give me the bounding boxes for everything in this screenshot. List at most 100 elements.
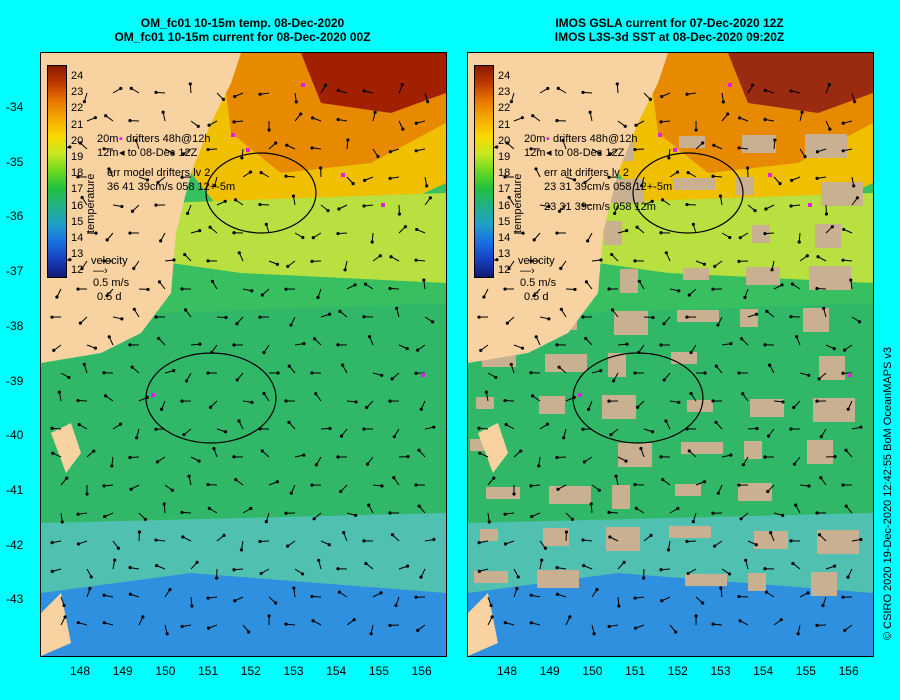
current-vector-head: [739, 337, 744, 341]
current-vector-head: [687, 293, 691, 297]
current-vector-head: [503, 542, 508, 546]
eddy-central: [145, 352, 277, 444]
current-vector-head: [607, 399, 611, 403]
current-vector-head: [685, 539, 689, 544]
current-vector-head: [789, 315, 793, 319]
current-vector-head: [128, 119, 132, 123]
x-tick-label: 148: [497, 664, 518, 678]
current-vector-head: [686, 571, 690, 576]
left-map-panel[interactable]: 24 23 22 21 20 19 18 17 16 15 14 13 12 temperature 2…: [40, 52, 447, 657]
current-vector-head: [60, 520, 64, 524]
colorbar-tick-label: 14: [71, 232, 84, 244]
current-vector-head: [806, 591, 810, 595]
current-vector-head: [162, 502, 166, 506]
current-vector-head: [51, 451, 55, 455]
current-vector-head: [714, 420, 718, 424]
current-vector-head: [388, 511, 392, 515]
current-vector-head: [633, 147, 637, 152]
cloud-mask-patch: [673, 178, 715, 190]
current-vector-head: [232, 455, 236, 459]
current-vector-head: [529, 621, 533, 625]
current-vector-head: [687, 449, 691, 453]
current-vector-head: [614, 474, 618, 478]
current-vector-head: [275, 262, 279, 266]
current-vector-head: [373, 110, 377, 114]
current-vector-head: [128, 343, 132, 347]
current-vector-head: [846, 407, 850, 411]
current-vector-head: [50, 426, 54, 430]
current-vector-head: [482, 295, 486, 299]
current-vector-head: [102, 621, 106, 625]
current-vector-head: [843, 628, 847, 632]
current-vector-head: [753, 209, 757, 213]
cloud-mask-patch: [750, 399, 784, 417]
current-vector-head: [417, 504, 421, 508]
current-vector-head: [310, 259, 314, 263]
current-vector-head: [258, 202, 262, 207]
current-vector-head: [134, 138, 138, 143]
current-vector-head: [625, 342, 629, 346]
current-vector-head: [249, 506, 253, 511]
current-vector-head: [512, 492, 516, 496]
current-vector-head: [562, 436, 566, 440]
current-vector-head: [406, 454, 410, 459]
y-tick-label: -41: [6, 482, 24, 497]
current-vector-head: [685, 315, 689, 319]
current-vector-head: [694, 128, 698, 132]
current-vector-head: [507, 195, 511, 200]
current-vector-head: [232, 568, 236, 572]
current-vector-head: [183, 308, 188, 312]
current-vector-head: [751, 83, 755, 87]
current-vector-head: [789, 204, 793, 208]
current-vector-head: [310, 146, 314, 150]
cloud-mask-patch: [614, 311, 648, 335]
current-vector-head: [327, 543, 331, 547]
right-title-line1: IMOS GSLA current for 07-Dec-2020 12Z: [555, 16, 784, 30]
current-vector-head: [65, 476, 69, 480]
current-vector-head: [223, 430, 228, 434]
current-vector-head: [546, 86, 550, 91]
current-vector-head: [586, 407, 591, 411]
current-vector-head: [207, 123, 211, 127]
current-vector-head: [284, 399, 288, 403]
current-vector-head: [555, 343, 559, 347]
current-vector-head: [50, 569, 54, 573]
current-vector-head: [729, 453, 733, 457]
colorbar-tick-label: 12: [71, 264, 84, 277]
current-vector-head: [737, 371, 741, 375]
current-vector-head: [701, 141, 705, 145]
current-vector-head: [477, 315, 481, 319]
current-vector-head: [250, 289, 254, 293]
current-vector-head: [817, 377, 821, 381]
right-map-panel[interactable]: 24 23 22 21 20 19 18 17 16 15 14 13 12 temperature 2…: [467, 52, 874, 657]
current-vector-head: [120, 317, 124, 321]
current-vector-head: [388, 286, 392, 291]
current-vector-head: [338, 309, 342, 314]
current-vector-head: [844, 448, 848, 452]
current-vector-head: [362, 89, 366, 93]
right-colorbar-title: temperature: [512, 173, 524, 233]
current-vector-head: [415, 227, 419, 232]
current-vector-head: [833, 454, 837, 459]
current-vector-head: [146, 287, 150, 292]
colorbar-tick-label: 24: [71, 70, 84, 82]
current-vector-head: [773, 138, 777, 142]
current-vector-head: [116, 546, 120, 550]
cloud-mask-patch: [807, 440, 833, 464]
current-vector-head: [712, 143, 716, 147]
x-tick-label: 154: [753, 664, 774, 678]
current-vector-head: [327, 312, 332, 316]
current-vector-head: [339, 489, 343, 494]
current-vector-head: [128, 566, 132, 570]
current-vector-head: [213, 184, 217, 188]
y-tick-label: -34: [6, 100, 24, 114]
current-vector-head: [80, 195, 84, 200]
colorbar-tick-label: 19: [498, 151, 511, 163]
current-vector-head: [260, 293, 264, 297]
current-vector-head: [790, 282, 795, 286]
current-vector-head: [763, 567, 767, 571]
colorbar-tick-label: 14: [498, 232, 511, 244]
current-vector-head: [586, 239, 590, 243]
cloud-mask-patch: [606, 527, 640, 551]
cloud-mask-patch: [679, 136, 705, 148]
